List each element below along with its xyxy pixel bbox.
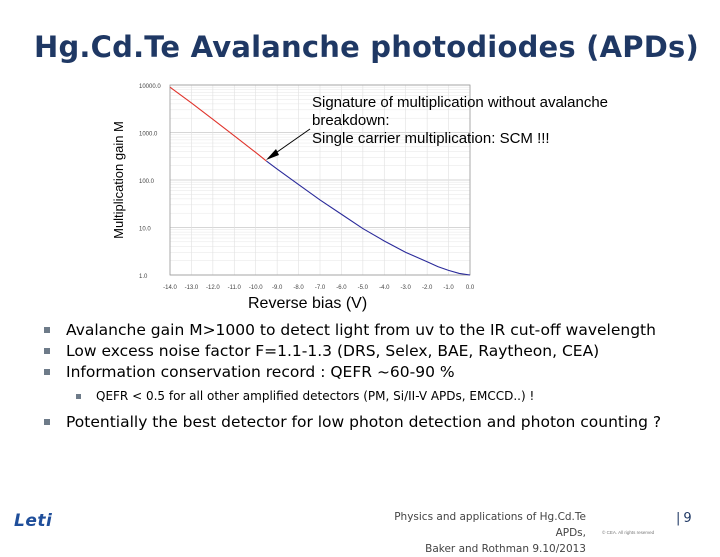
bullet-text: Potentially the best detector for low ph… [66, 413, 662, 431]
callout-line-1: Signature of multiplication without aval… [312, 94, 609, 111]
y-tick-label: 10000.0 [139, 84, 161, 90]
y-tick-label: 1000.0 [139, 132, 158, 138]
bullet-item: Information conservation record : QEFR ~… [44, 363, 664, 382]
bullet-square-icon [44, 419, 50, 425]
callout-line-3: Single carrier multiplication: SCM !!! [312, 130, 550, 147]
bullet-item: Potentially the best detector for low ph… [44, 413, 664, 432]
page-number-value: 9 [683, 511, 692, 526]
sub-bullet-text: QEFR < 0.5 for all other amplified detec… [96, 389, 535, 403]
x-tick-label: -4.0 [379, 285, 390, 291]
page-number: | 9 [676, 511, 692, 526]
chart-x-axis-label: Reverse bias (V) [248, 295, 368, 312]
x-tick-label: -6.0 [336, 285, 347, 291]
bullet-square-icon [44, 348, 50, 354]
data-series-line [266, 160, 471, 276]
footer-line-2: Baker and Rothman 9.10/2013 [425, 543, 586, 555]
bullet-text: Low excess noise factor F=1.1-1.3 (DRS, … [66, 342, 600, 360]
callout-arrowhead-icon [266, 149, 279, 160]
x-tick-label: -1.0 [443, 285, 454, 291]
x-tick-label: -10.0 [249, 285, 263, 291]
bullet-text: Avalanche gain M>1000 to detect light fr… [66, 321, 656, 339]
x-tick-label: -2.0 [422, 285, 433, 291]
bullet-list: Avalanche gain M>1000 to detect light fr… [44, 321, 664, 434]
leti-logo: Leti [14, 511, 53, 531]
data-series-line [169, 86, 267, 162]
footer-citation: Physics and applications of Hg.Cd.Te APD… [362, 509, 586, 557]
x-tick-label: 0.0 [466, 285, 475, 291]
x-tick-label: -13.0 [185, 285, 199, 291]
page-separator: | [676, 511, 681, 526]
x-tick-label: -5.0 [358, 285, 369, 291]
x-tick-label: -14.0 [163, 285, 177, 291]
footer-line-1: Physics and applications of Hg.Cd.Te APD… [394, 511, 586, 539]
y-tick-label: 1.0 [139, 274, 148, 280]
sub-bullet-item: QEFR < 0.5 for all other amplified detec… [44, 388, 664, 405]
callout-line-2: breakdown: [312, 112, 390, 129]
bullet-text: Information conservation record : QEFR ~… [66, 363, 455, 381]
x-tick-label: -8.0 [293, 285, 304, 291]
x-tick-label: -11.0 [228, 285, 242, 291]
chart-y-axis-label: Multiplication gain M [111, 121, 126, 239]
y-tick-label: 10.0 [139, 227, 151, 233]
bullet-item: Low excess noise factor F=1.1-1.3 (DRS, … [44, 342, 664, 361]
y-tick-label: 100.0 [139, 179, 155, 185]
x-tick-label: -7.0 [315, 285, 326, 291]
x-tick-label: -3.0 [401, 285, 412, 291]
gain-vs-bias-chart: 10000.0 1000.0 100.0 10.0 1.0 -14.0 -13.0 -12.0… [111, 84, 475, 291]
x-tick-label: -9.0 [272, 285, 283, 291]
slide-title: Hg.Cd.Te Avalanche photodiodes (APDs) [34, 30, 699, 64]
copyright-notice: © CEA. All rights reserved [602, 530, 655, 535]
bullet-item: Avalanche gain M>1000 to detect light fr… [44, 321, 664, 340]
bullet-square-icon [44, 327, 50, 333]
chart-callout: Signature of multiplication without aval… [312, 94, 712, 148]
bullet-square-icon [76, 394, 81, 399]
plot-frame [169, 84, 471, 276]
bullet-square-icon [44, 369, 50, 375]
x-tick-label: -12.0 [206, 285, 220, 291]
